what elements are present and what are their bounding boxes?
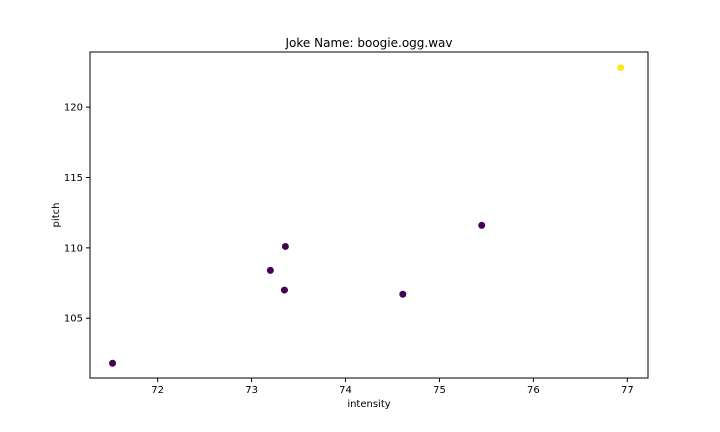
x-tick-label: 73	[245, 385, 258, 396]
axis-ticks: 72 73 74 75 76 77 105 110 115 120	[64, 103, 634, 396]
plot-area	[89, 51, 649, 379]
x-tick-label: 75	[433, 385, 446, 396]
chart-title: Joke Name: boogie.ogg.wav	[285, 36, 453, 50]
data-point	[617, 64, 625, 72]
data-point	[478, 221, 486, 229]
y-tick-label: 105	[64, 314, 83, 325]
y-tick-label: 120	[64, 103, 83, 114]
data-point	[399, 290, 407, 298]
data-point	[266, 266, 274, 274]
data-point	[109, 359, 117, 367]
y-axis-label: pitch	[51, 203, 62, 228]
x-tick-label: 74	[339, 385, 352, 396]
data-points	[109, 64, 625, 367]
plot-frame	[89, 51, 649, 379]
data-point	[280, 286, 288, 294]
x-tick-label: 72	[151, 385, 164, 396]
y-tick-label: 115	[64, 173, 83, 184]
data-point	[281, 242, 289, 250]
x-tick-label: 77	[621, 385, 634, 396]
x-axis-label: intensity	[347, 399, 390, 410]
y-tick-label: 110	[64, 243, 83, 254]
x-tick-label: 76	[527, 385, 540, 396]
